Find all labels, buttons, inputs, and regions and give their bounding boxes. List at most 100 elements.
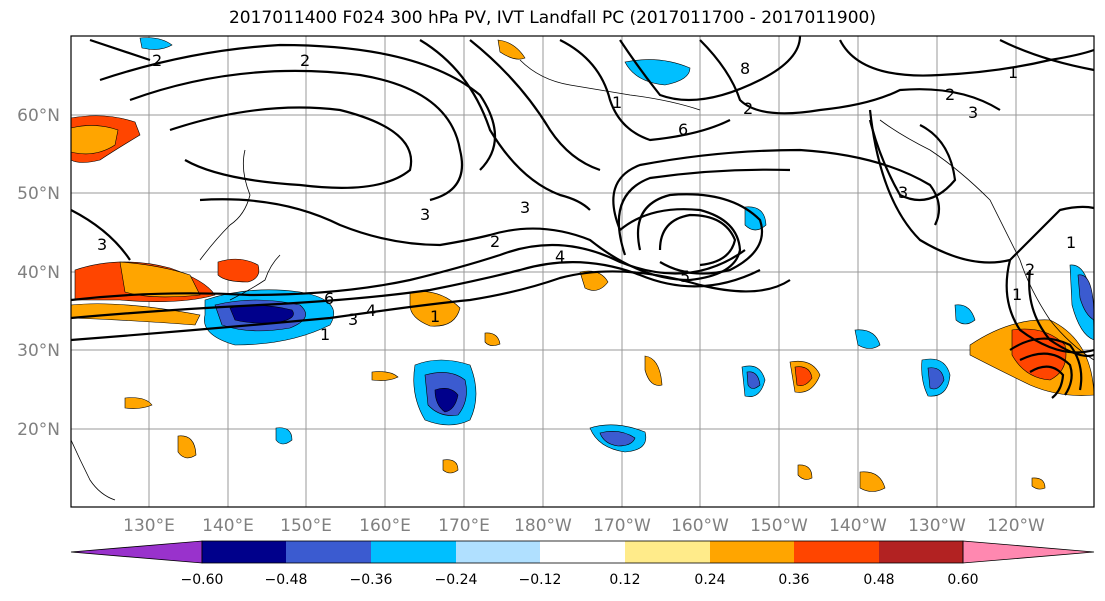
colorbar-tick-label: 0.12 bbox=[609, 572, 640, 588]
fill-region bbox=[644, 355, 663, 386]
coastlines bbox=[70, 59, 1095, 501]
contour-label: 2 bbox=[490, 232, 500, 251]
fill-region bbox=[442, 459, 459, 474]
contour-label: 6 bbox=[678, 120, 688, 139]
fill-region bbox=[854, 329, 881, 349]
fill-region bbox=[599, 431, 636, 447]
colorbar-segment bbox=[286, 541, 371, 563]
contour-label: 4 bbox=[555, 247, 565, 266]
colorbar-extend-min bbox=[70, 540, 203, 564]
colorbar-segment bbox=[202, 541, 286, 563]
latitude-labels: 60°N 50°N 40°N 30°N 20°N bbox=[17, 106, 60, 440]
contour-label: 3 bbox=[420, 205, 430, 224]
colorbar: −0.60 −0.48 −0.36 −0.24 −0.12 0.12 0.24 … bbox=[70, 540, 1095, 588]
contour-label: 1 bbox=[430, 307, 440, 326]
colorbar-segment bbox=[710, 541, 794, 563]
fill-region bbox=[70, 125, 119, 155]
fill-region bbox=[859, 471, 886, 492]
colorbar-tick-label: −0.48 bbox=[265, 572, 308, 588]
contour-label: 4 bbox=[366, 301, 376, 320]
lat-label: 60°N bbox=[17, 106, 60, 126]
contour-label: 2 bbox=[945, 85, 955, 104]
lat-label: 40°N bbox=[17, 263, 60, 283]
lon-label: 150°W bbox=[750, 516, 808, 536]
fill-region bbox=[70, 303, 201, 326]
fill-region bbox=[797, 464, 813, 480]
contour-label: 3 bbox=[898, 183, 908, 202]
lon-label: 170°W bbox=[593, 516, 651, 536]
fill-region bbox=[229, 305, 294, 324]
fill-region bbox=[794, 366, 813, 386]
contour-label: 5 bbox=[680, 267, 690, 286]
colorbar-outline bbox=[201, 540, 964, 564]
fill-region bbox=[409, 291, 461, 327]
contour-label: 2 bbox=[1025, 260, 1035, 279]
fill-region bbox=[927, 367, 945, 390]
contour-label: 1 bbox=[1066, 233, 1076, 252]
colorbar-tick-label: −0.12 bbox=[519, 572, 562, 588]
contour-label: 2 bbox=[152, 51, 162, 70]
lon-label: 140°E bbox=[202, 516, 254, 536]
fill-region bbox=[217, 258, 260, 283]
pv-contours bbox=[70, 35, 1095, 399]
fill-region bbox=[434, 388, 459, 413]
fill-region bbox=[177, 435, 197, 459]
contour-label: 3 bbox=[520, 198, 530, 217]
colorbar-segment bbox=[540, 541, 625, 563]
fill-region bbox=[484, 332, 501, 346]
colorbar-tick-label: 0.60 bbox=[947, 572, 978, 588]
fill-region bbox=[124, 397, 153, 409]
colorbar-segment bbox=[625, 541, 710, 563]
fill-region bbox=[275, 427, 293, 445]
fill-region bbox=[624, 59, 691, 86]
ivt-anomaly-fills bbox=[70, 37, 1095, 492]
colorbar-segment bbox=[371, 541, 456, 563]
lon-label: 180°W bbox=[514, 516, 572, 536]
map-title: 2017011400 F024 300 hPa PV, IVT Landfall… bbox=[228, 8, 876, 28]
contour-label: 2 bbox=[300, 51, 310, 70]
colorbar-segment bbox=[794, 541, 879, 563]
colorbar-tick-label: −0.24 bbox=[435, 572, 478, 588]
contour-label: 3 bbox=[968, 103, 978, 122]
contour-label: 1 bbox=[612, 93, 622, 112]
lon-label: 120°W bbox=[987, 516, 1045, 536]
colorbar-segment bbox=[879, 541, 963, 563]
lon-label: 170°E bbox=[438, 516, 490, 536]
contour-labels: 2 2 3 3 3 2 4 6 1 1 3 4 5 6 8 1 2 3 2 3 … bbox=[97, 51, 1076, 344]
fill-region bbox=[746, 371, 761, 389]
map-frame bbox=[70, 35, 1095, 508]
lon-label: 160°E bbox=[359, 516, 411, 536]
contour-label: 1 bbox=[1012, 285, 1022, 304]
lon-label: 140°W bbox=[829, 516, 887, 536]
lon-label: 160°W bbox=[671, 516, 729, 536]
fill-region bbox=[371, 371, 399, 381]
contour-label: 3 bbox=[97, 235, 107, 254]
contour-label: 6 bbox=[324, 289, 334, 308]
contour-label: 1 bbox=[320, 325, 330, 344]
lon-label: 130°E bbox=[123, 516, 175, 536]
colorbar-extend-max bbox=[962, 540, 1095, 564]
lon-label: 130°W bbox=[908, 516, 966, 536]
lon-label: 150°E bbox=[280, 516, 332, 536]
contour-label: 8 bbox=[740, 59, 750, 78]
colorbar-segment bbox=[456, 541, 540, 563]
colorbar-tick-label: 0.24 bbox=[694, 572, 725, 588]
fill-region bbox=[139, 37, 173, 50]
colorbar-tick-label: 0.48 bbox=[863, 572, 894, 588]
fill-region bbox=[954, 304, 976, 325]
lat-label: 30°N bbox=[17, 341, 60, 361]
colorbar-tick-label: 0.36 bbox=[778, 572, 809, 588]
fill-region bbox=[119, 261, 201, 298]
lat-label: 20°N bbox=[17, 420, 60, 440]
contour-label: 2 bbox=[743, 99, 753, 118]
graticule bbox=[71, 36, 1094, 507]
contour-label: 3 bbox=[348, 310, 358, 329]
longitude-labels: 130°E 140°E 150°E 160°E 170°E 180°W 170°… bbox=[123, 516, 1045, 536]
colorbar-tick-label: −0.60 bbox=[181, 572, 224, 588]
fill-region bbox=[497, 39, 526, 60]
lat-label: 50°N bbox=[17, 184, 60, 204]
fill-region bbox=[1031, 477, 1046, 490]
contour-label: 1 bbox=[1008, 63, 1018, 82]
colorbar-tick-label: −0.36 bbox=[350, 572, 393, 588]
